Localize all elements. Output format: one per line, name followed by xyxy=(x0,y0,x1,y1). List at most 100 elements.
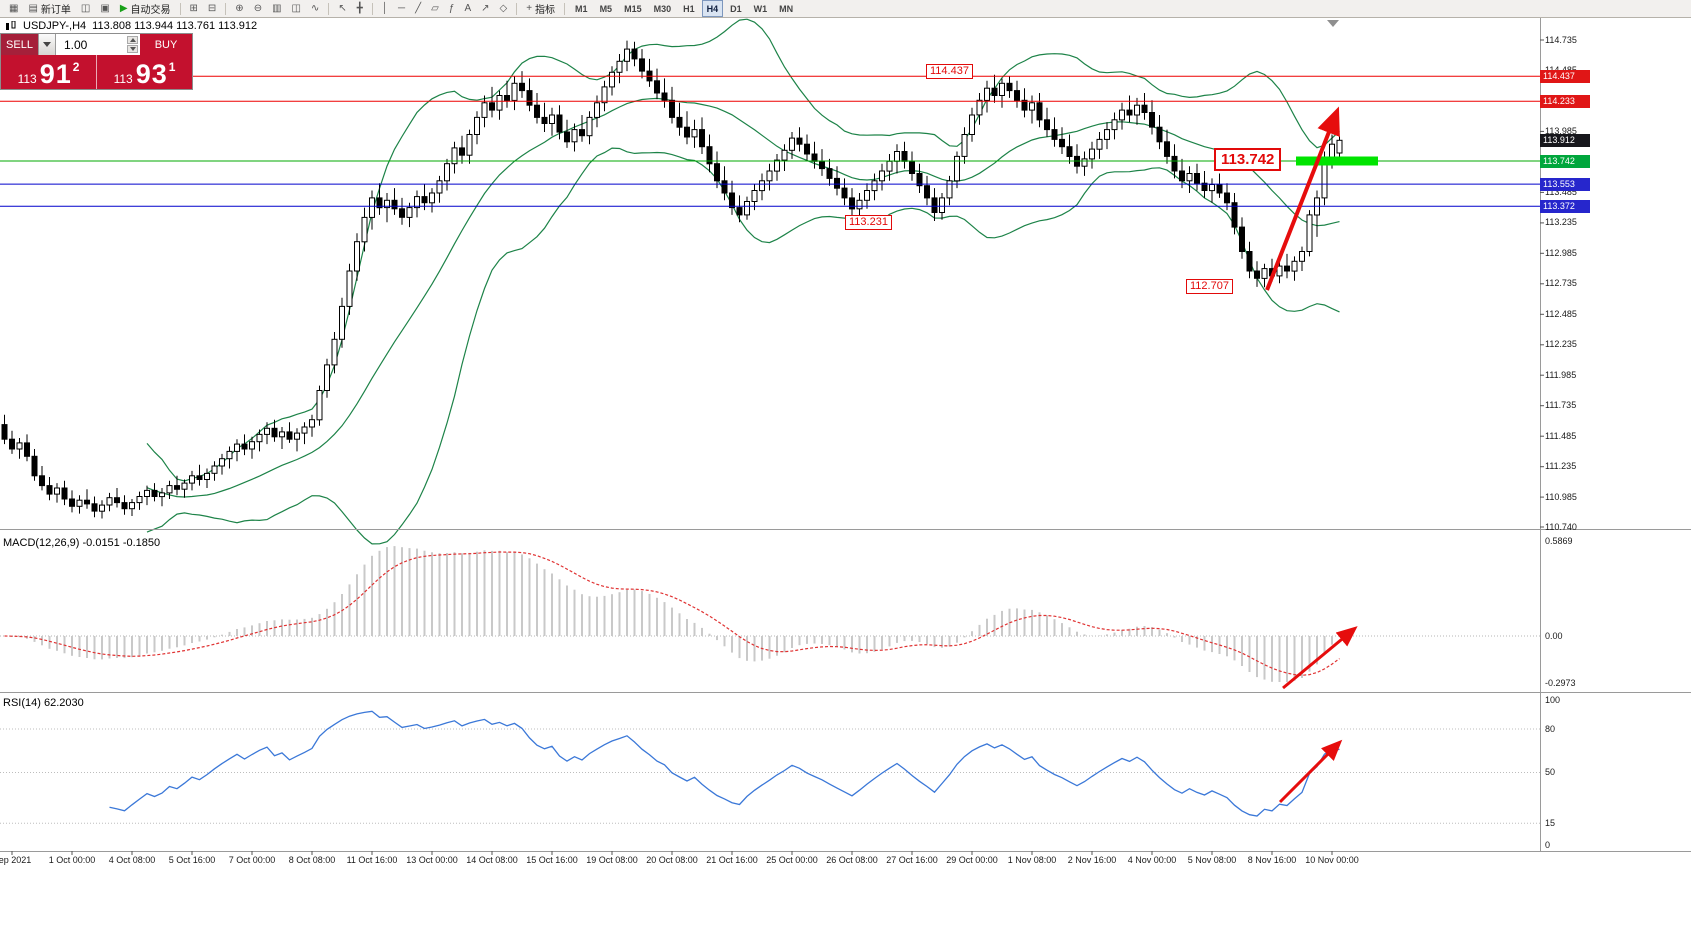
bollinger-layer xyxy=(146,18,1340,545)
cursor-icon: ↖ xyxy=(338,2,347,14)
symbol-period-label: USDJPY-,H4 xyxy=(23,20,87,32)
trend-arrow[interactable] xyxy=(1282,626,1358,690)
ask-price-small: 113 xyxy=(113,72,133,86)
vertical-line-button[interactable]: │ xyxy=(378,0,392,17)
tile-windows-icon: ⊞ xyxy=(189,2,198,14)
crosshair-button[interactable]: ╋ xyxy=(353,0,367,17)
line-chart-button[interactable]: ∿ xyxy=(307,0,323,17)
timeframe-m15-button[interactable]: M15 xyxy=(624,3,642,14)
trend-arrow[interactable] xyxy=(1278,739,1343,804)
one-click-prices-row: 113 91 2 113 93 1 xyxy=(1,55,192,89)
cursor-button[interactable]: ↖ xyxy=(334,0,350,17)
chart-windows-button[interactable]: ◫ xyxy=(77,0,94,17)
indicators-icon: + xyxy=(526,2,533,14)
chart-shift-marker xyxy=(1327,20,1339,27)
order-type-dropdown[interactable] xyxy=(38,34,56,55)
candlestick-icon xyxy=(6,20,16,30)
shapes-tool-button[interactable]: ◇ xyxy=(496,0,512,17)
toolbar-separator xyxy=(328,2,330,15)
thick-green-level-segment xyxy=(1296,156,1378,166)
candles-layer xyxy=(1,40,1343,519)
horizontal-line-icon: ─ xyxy=(398,2,406,14)
new-order-button[interactable]: ▤ 新订单 xyxy=(24,0,74,17)
arrows-tool-icon: ↗ xyxy=(481,2,490,14)
bid-price-pip: 2 xyxy=(72,60,80,74)
toolbar-separator xyxy=(179,2,181,15)
cascade-windows-button[interactable]: ⊟ xyxy=(204,0,220,17)
timeframe-mn-button[interactable]: MN xyxy=(779,3,794,14)
volume-input[interactable] xyxy=(56,34,140,55)
one-click-trading-panel: SELL BUY 113 91 2 113 xyxy=(0,33,193,90)
horizontal-line-button[interactable]: ─ xyxy=(394,0,409,17)
volume-field-wrap xyxy=(56,34,140,55)
timeframe-d1-button[interactable]: D1 xyxy=(730,3,742,14)
volume-increase-button[interactable] xyxy=(127,36,138,44)
volume-decrease-button[interactable] xyxy=(127,45,138,53)
equidistant-channel-button[interactable]: ▱ xyxy=(427,0,443,17)
candlestick-chart-button[interactable]: ◫ xyxy=(288,0,305,17)
rsi-value: 62.2030 xyxy=(43,697,84,709)
one-click-controls-row: SELL BUY xyxy=(1,34,192,55)
new-chart-icon: ▦ xyxy=(9,2,19,14)
buy-price-button[interactable]: 113 93 1 xyxy=(96,55,192,89)
timeframe-m30-button[interactable]: M30 xyxy=(653,3,672,14)
bid-price-small: 113 xyxy=(17,72,37,86)
timeframe-w1-button[interactable]: W1 xyxy=(753,3,768,14)
macd-values: -0.0151 -0.1850 xyxy=(82,537,161,549)
autotrading-label: 自动交易 xyxy=(130,5,171,16)
cascade-windows-icon: ⊟ xyxy=(207,2,217,14)
trendline-button[interactable]: ╱ xyxy=(411,0,425,17)
annotations-layer xyxy=(1265,20,1378,804)
rsi-layer xyxy=(0,710,1540,824)
timeframe-m5-button[interactable]: M5 xyxy=(599,3,613,14)
macd-label: MACD(12,26,9) xyxy=(3,537,80,549)
equidistant-channel-icon: ▱ xyxy=(431,2,439,14)
toolbar-separator xyxy=(516,2,518,15)
macd-layer xyxy=(0,546,1540,683)
new-chart-button[interactable]: ▦ xyxy=(5,0,22,17)
chart-ohlc-header: USDJPY-,H4 113.808 113.944 113.761 113.9… xyxy=(5,20,257,32)
trend-arrow[interactable] xyxy=(1265,106,1340,291)
indicators-label: 指标 xyxy=(535,5,556,16)
indicators-button[interactable]: + 指标 xyxy=(522,0,559,17)
fibonacci-icon: ƒ xyxy=(448,2,455,14)
sell-price-button[interactable]: 113 91 2 xyxy=(1,55,96,89)
chevron-down-icon xyxy=(43,42,51,47)
sell-button[interactable]: SELL xyxy=(1,34,38,55)
tile-windows-button[interactable]: ⊞ xyxy=(186,0,202,17)
arrows-tool-button[interactable]: ↗ xyxy=(477,0,493,17)
ask-price-big: 93 xyxy=(135,59,168,89)
macd-header: MACD(12,26,9) -0.0151 -0.1850 xyxy=(3,537,160,549)
zoom-out-button[interactable]: ⊖ xyxy=(250,0,266,17)
profiles-icon: ▣ xyxy=(100,2,110,14)
timeframe-h4-button[interactable]: H4 xyxy=(701,0,724,17)
line-chart-icon: ∿ xyxy=(310,2,320,14)
new-order-label: 新订单 xyxy=(40,5,71,16)
triangle-up-icon xyxy=(129,38,136,42)
shapes-tool-icon: ◇ xyxy=(499,2,508,14)
timeframe-m1-button[interactable]: M1 xyxy=(575,3,588,14)
text-label-button[interactable]: A xyxy=(460,0,475,17)
triangle-down-icon xyxy=(129,47,136,51)
rsi-label: RSI(14) xyxy=(3,697,41,709)
profiles-button[interactable]: ▣ xyxy=(96,0,113,17)
timeframe-h1-button[interactable]: H1 xyxy=(683,3,695,14)
buy-button[interactable]: BUY xyxy=(140,34,192,55)
fibonacci-button[interactable]: ƒ xyxy=(445,0,459,17)
toolbar-separator xyxy=(371,2,373,15)
levels-layer xyxy=(0,75,1540,207)
candlestick-chart-icon: ◫ xyxy=(291,2,301,14)
main-toolbar: ▦ ▤ 新订单 ◫ ▣ ▶ 自动交易 ⊞ ⊟ ⊕ ⊖ ▥ ◫ ∿ ↖ ╋ │ ─ ╱ ▱ ƒ A ↗ ◇ + 指标 M1 M5 M15 M… xyxy=(0,0,1691,17)
ohlc-values: 113.808 113.944 113.761 113.912 xyxy=(92,20,258,32)
bar-chart-icon: ▥ xyxy=(272,2,282,14)
frame-layer xyxy=(0,17,1691,855)
autotrading-icon: ▶ xyxy=(119,2,128,14)
crosshair-icon: ╋ xyxy=(356,2,363,14)
zoom-in-button[interactable]: ⊕ xyxy=(231,0,247,17)
toolbar-separator xyxy=(225,2,227,15)
autotrading-button[interactable]: ▶ 自动交易 xyxy=(116,0,175,17)
bid-price-big: 91 xyxy=(39,59,72,89)
bar-chart-button[interactable]: ▥ xyxy=(268,0,285,17)
